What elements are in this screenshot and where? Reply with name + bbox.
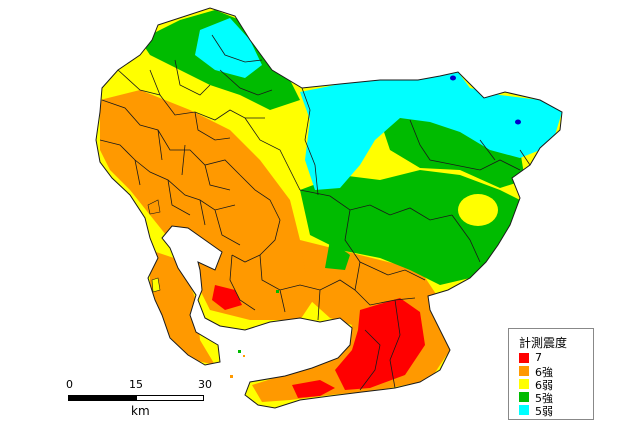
legend-swatch-7 [519,353,529,363]
legend-label-6-lower: 6弱 [535,379,553,392]
reservoir-north [450,75,456,81]
legend-label-6-upper: 6強 [535,366,553,379]
scale-segment-black [68,395,136,401]
scale-tick-0: 0 [66,378,73,391]
scale-bar: 0 15 30 km [66,378,216,418]
legend-swatch-6-lower [519,379,529,389]
reservoir-east [515,119,521,125]
intensity-legend: 計測震度 7 6強 6弱 5強 5弱 [508,328,594,420]
legend-label-5-lower: 5弱 [535,405,553,418]
coastal-islands [147,199,279,378]
legend-swatch-5-lower [519,405,529,415]
municipal-boundaries [95,7,563,409]
legend-label-5-upper: 5強 [535,392,553,405]
legend-swatch-5-upper [519,392,529,402]
legend-swatch-6-upper [519,366,529,376]
legend-label-7: 7 [535,351,542,364]
scale-tick-30: 30 [198,378,212,391]
scale-segment-white [136,395,204,401]
scale-unit: km [131,404,150,418]
legend-title: 計測震度 [519,336,568,350]
scale-tick-15: 15 [129,378,143,391]
